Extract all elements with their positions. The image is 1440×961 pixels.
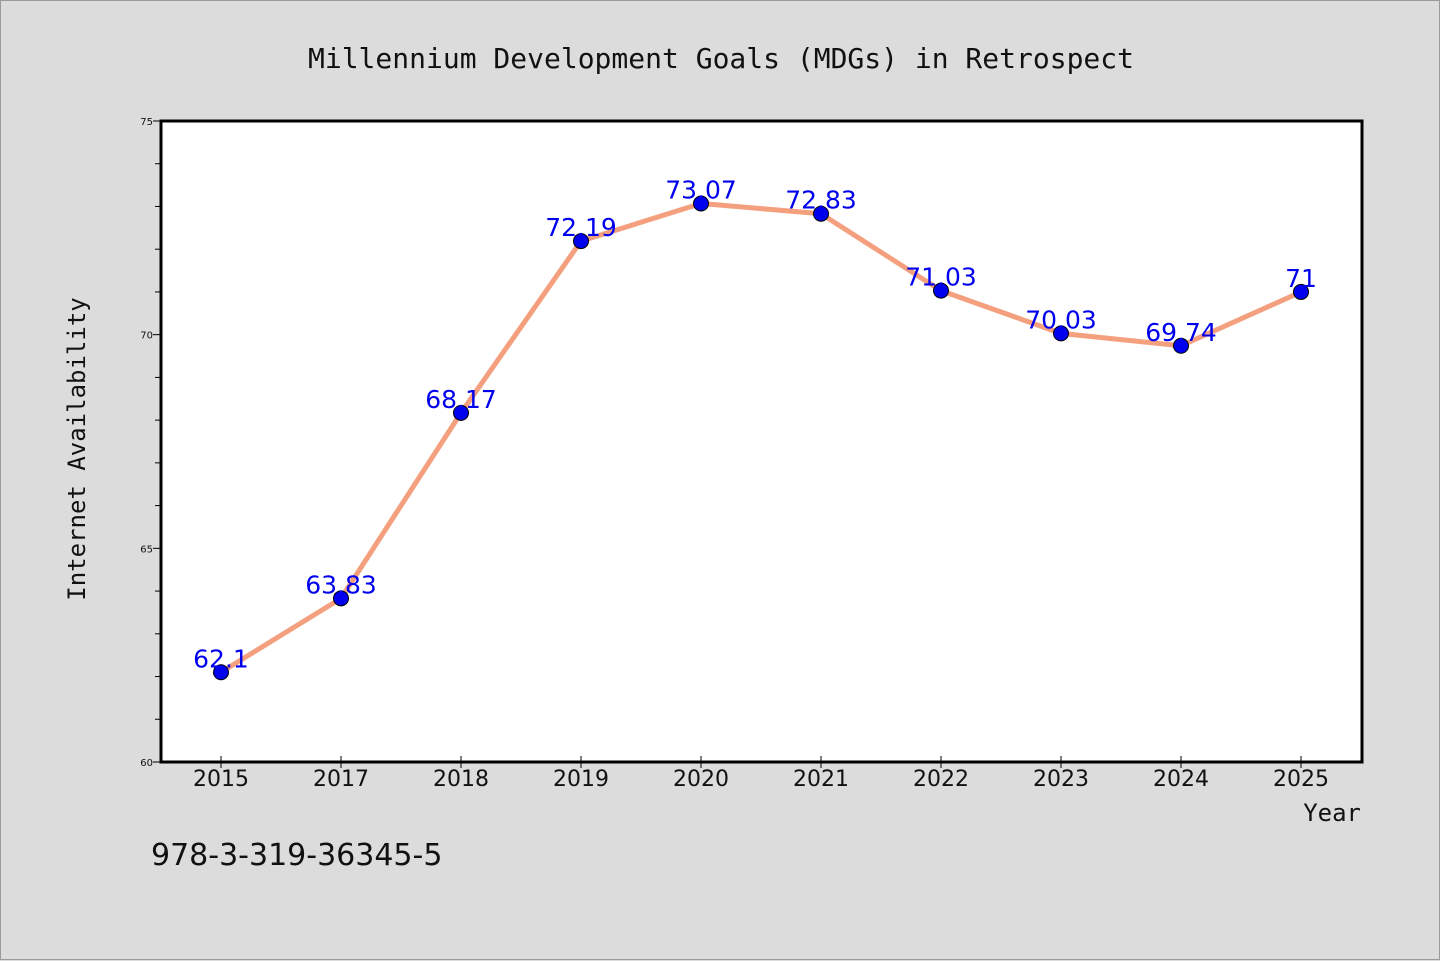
data-point <box>453 404 469 421</box>
y-tick-label: 60 <box>140 758 153 769</box>
chart-title: Millennium Development Goals (MDGs) in R… <box>308 42 1134 75</box>
x-tick-label: 2021 <box>793 767 849 792</box>
data-point <box>573 233 589 250</box>
y-axis-ticks: 60 65 70 75 <box>140 117 161 769</box>
x-tick-label: 2022 <box>913 767 969 792</box>
x-tick-label: 2018 <box>433 767 489 792</box>
data-label: 71 <box>1285 264 1317 293</box>
data-label: 69.74 <box>1145 318 1217 347</box>
data-point <box>1053 325 1069 342</box>
data-point <box>1293 283 1309 300</box>
data-label: 72.83 <box>785 186 857 215</box>
y-tick-label: 70 <box>140 331 153 342</box>
y-axis-label: Internet Availability <box>63 297 91 600</box>
y-tick-label: 65 <box>140 544 153 555</box>
data-point <box>333 590 349 607</box>
x-axis-label: Year <box>1303 799 1361 827</box>
x-tick-label: 2024 <box>1153 767 1209 792</box>
y-tick-label: 75 <box>140 117 153 128</box>
x-tick-label: 2025 <box>1273 767 1329 792</box>
data-point <box>693 195 709 212</box>
series-line <box>218 200 1304 675</box>
data-label: 68.17 <box>425 385 497 414</box>
data-label: 71.03 <box>905 263 977 292</box>
data-label: 63.83 <box>305 570 377 599</box>
data-label: 62.1 <box>193 644 249 673</box>
x-axis-ticks: 2015 2017 2018 2019 2020 2021 2022 2023 2024 2025 <box>193 756 1329 792</box>
data-point <box>933 282 949 299</box>
x-tick-label: 2019 <box>553 767 609 792</box>
data-point <box>213 664 229 681</box>
data-label: 70.03 <box>1025 305 1097 334</box>
data-label: 73.07 <box>665 175 737 204</box>
isbn-footnote: 978-3-319-36345-5 <box>151 838 442 873</box>
plot-area <box>159 119 1364 764</box>
x-tick-label: 2015 <box>193 767 249 792</box>
data-label: 72.19 <box>545 213 617 242</box>
x-tick-label: 2023 <box>1033 767 1089 792</box>
x-tick-label: 2017 <box>313 767 369 792</box>
data-point <box>813 205 829 222</box>
data-point <box>1173 337 1189 354</box>
x-tick-label: 2020 <box>673 767 729 792</box>
series-group: 62.1 63.83 68.17 72.19 73.07 72.83 71.03 70.03 6… <box>193 175 1317 681</box>
